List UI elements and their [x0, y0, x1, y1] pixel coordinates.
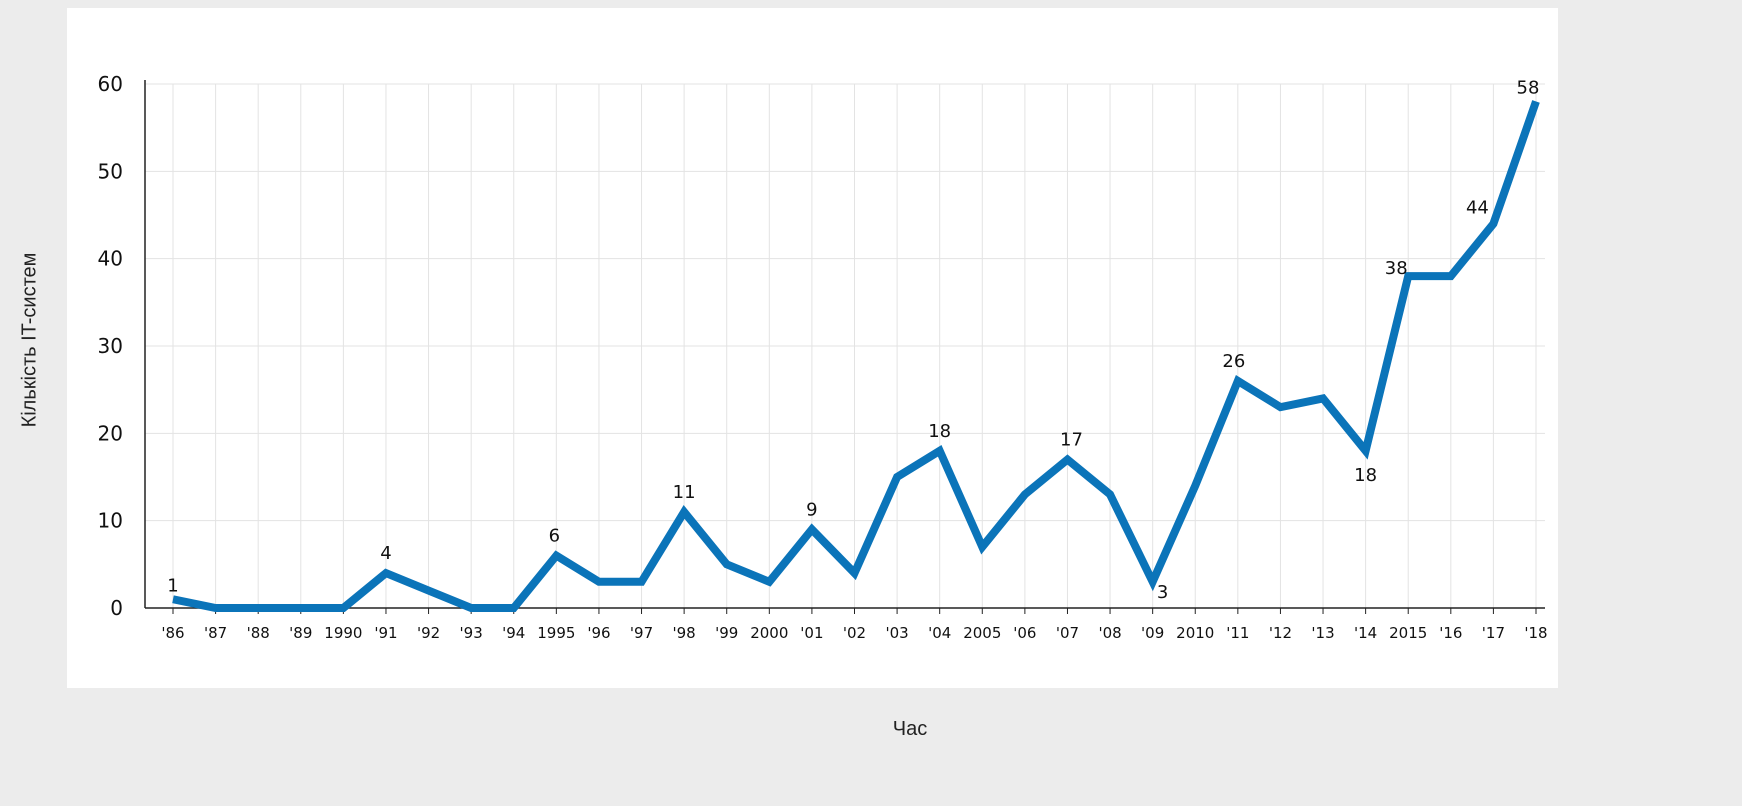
x-tick-label: '17	[1482, 624, 1505, 642]
x-tick-label: '86	[161, 624, 184, 642]
data-label: 9	[806, 499, 817, 520]
x-tick-label: '13	[1311, 624, 1334, 642]
x-tick-label: '08	[1098, 624, 1121, 642]
x-tick-label: '09	[1141, 624, 1164, 642]
plot-panel: 0 10 20 30 40 50 60 '86 '87 '88 '89 1990 '91 '92 '93 '9…	[67, 8, 1558, 688]
data-label: 44	[1466, 198, 1489, 219]
x-tick-label: '96	[587, 624, 610, 642]
x-tick-label: 2005	[963, 624, 1001, 642]
data-label: 1	[167, 575, 178, 596]
y-axis-label: Кількість IT-систем	[18, 252, 41, 428]
y-tick-label: 30	[98, 334, 123, 358]
x-tick-label: 1995	[537, 624, 575, 642]
x-tick-label: '11	[1226, 624, 1249, 642]
data-label: 11	[673, 482, 696, 503]
data-label: 6	[549, 526, 560, 547]
data-label: 38	[1385, 258, 1408, 279]
x-tick-label: '92	[417, 624, 440, 642]
x-tick-label: '01	[800, 624, 823, 642]
tick-labels: 0 10 20 30 40 50 60 '86 '87 '88 '89 1990 '91 '92 '93 '9…	[98, 72, 1548, 642]
data-labels: 1 4 6 11 9 18 17 3 26 18 38 44 58	[167, 77, 1539, 602]
y-tick-label: 60	[98, 72, 123, 96]
x-tick-label: '07	[1056, 624, 1079, 642]
x-tick-label: '02	[843, 624, 866, 642]
y-tick-label: 40	[98, 247, 123, 271]
x-tick-label: 1990	[324, 624, 362, 642]
series	[172, 100, 1540, 612]
x-tick-label: '04	[928, 624, 951, 642]
axes	[144, 80, 1545, 614]
x-tick-label: '91	[374, 624, 397, 642]
x-axis-label: Час	[892, 718, 928, 740]
data-label: 3	[1157, 582, 1168, 603]
x-tick-label: '03	[885, 624, 908, 642]
data-label: 18	[928, 421, 951, 442]
data-label: 58	[1517, 77, 1540, 98]
data-label: 17	[1060, 430, 1083, 451]
x-tick-label: '12	[1269, 624, 1292, 642]
x-tick-label: '14	[1354, 624, 1377, 642]
x-tick-label: 2015	[1389, 624, 1427, 642]
x-tick-label: '06	[1013, 624, 1036, 642]
line-chart: 0 10 20 30 40 50 60 '86 '87 '88 '89 1990 '91 '92 '93 '9…	[98, 72, 1548, 642]
y-tick-label: 20	[98, 421, 123, 445]
data-label: 18	[1354, 465, 1377, 486]
x-tick-label: '99	[715, 624, 738, 642]
y-tick-label: 10	[98, 509, 123, 533]
x-tick-label: '89	[289, 624, 312, 642]
x-tick-label: 2010	[1176, 624, 1214, 642]
x-tick-label: '16	[1439, 624, 1462, 642]
x-tick-label: '94	[502, 624, 525, 642]
x-tick-label: '87	[204, 624, 227, 642]
x-tick-label: '93	[460, 624, 483, 642]
y-tick-label: 0	[110, 596, 123, 620]
y-tick-label: 50	[98, 159, 123, 183]
data-label: 26	[1222, 351, 1245, 372]
grid-lines	[145, 83, 1545, 608]
x-tick-label: '98	[673, 624, 696, 642]
x-tick-label: '18	[1524, 624, 1547, 642]
data-label: 4	[380, 543, 391, 564]
x-tick-label: '88	[247, 624, 270, 642]
x-tick-label: '97	[630, 624, 653, 642]
x-tick-label: 2000	[750, 624, 788, 642]
